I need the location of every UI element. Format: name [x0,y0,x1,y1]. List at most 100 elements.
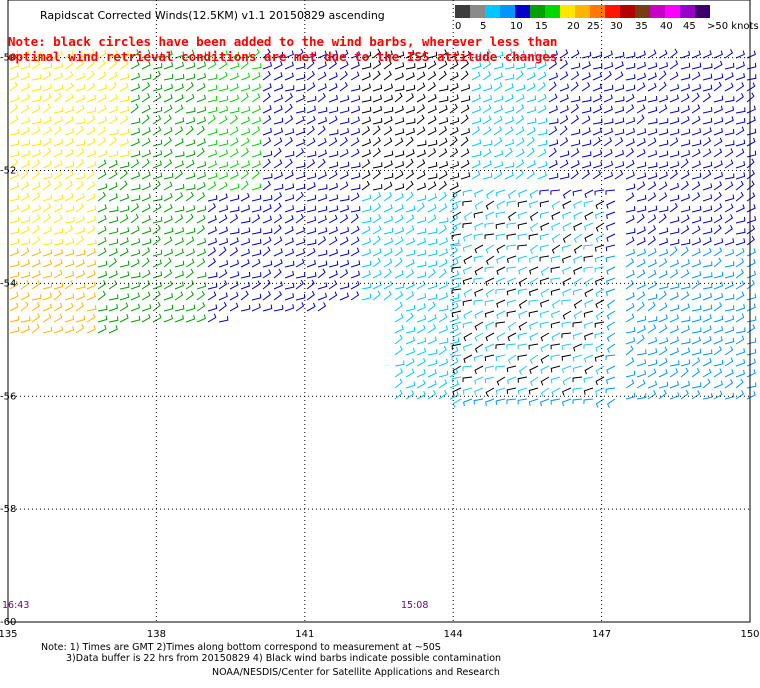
wind-barb [702,358,712,367]
wind-barb [262,115,272,125]
wind-barb [746,358,756,367]
wind-barb [713,336,723,345]
wind-barb [548,126,558,136]
wind-barb [438,60,448,70]
wind-barb [474,332,484,342]
wind-barb [31,323,40,334]
wind-barb [405,170,415,180]
legend-swatch [530,5,545,18]
wind-barb [251,105,261,114]
wind-barb [735,216,746,224]
wind-barb [64,60,74,70]
wind-barb [452,365,462,375]
wind-barb [207,226,217,235]
wind-barb [42,172,53,180]
wind-barb [658,94,669,103]
wind-barb [251,239,262,246]
wind-barb [20,62,31,70]
lat-tick-label: -56 [0,391,16,402]
wind-barb [295,172,306,180]
wind-barb [64,238,75,246]
wind-barb [680,338,691,345]
wind-barb [493,161,504,169]
wind-barb [713,238,724,246]
wind-barb [702,349,713,356]
wind-barb [724,128,735,136]
wind-barb [174,138,184,147]
wind-barb [108,182,118,191]
wind-barb [669,304,680,312]
legend-swatch [605,5,620,18]
wind-barb [9,248,19,257]
wind-barb [427,249,438,257]
wind-barb [548,60,558,70]
wind-barb [625,84,636,92]
wind-barb [152,313,162,323]
wind-barb [339,195,350,202]
wind-barb [350,127,361,136]
wind-barb [515,104,525,114]
wind-barb [174,169,183,180]
wind-barb [449,161,460,169]
wind-barb [559,94,569,103]
lat-tick-label: -50 [0,53,16,64]
wind-barb [317,61,327,70]
wind-barb [746,324,756,334]
wind-barb [548,72,558,81]
wind-barb [485,387,495,397]
wind-barb [218,95,229,103]
wind-barb [606,277,616,286]
wind-barb [540,288,550,298]
wind-barb [174,314,184,323]
wind-barb [504,162,515,169]
wind-barb [119,205,130,213]
wind-barb [451,343,462,350]
wind-barb [9,194,20,202]
wind-barb [108,193,118,202]
lon-tick-label: 150 [740,629,759,640]
wind-barb [273,290,282,301]
wind-barb [562,189,572,199]
wind-barb [680,150,691,158]
wind-barb [416,315,427,323]
wind-barb [540,222,550,231]
wind-barb [394,51,405,59]
wind-barb [669,380,679,389]
wind-barb [9,115,19,125]
wind-barb [592,170,602,180]
wind-barb [317,184,328,191]
wind-barb [339,127,350,136]
wind-barb [462,299,473,306]
wind-barb [504,63,515,70]
wind-barb [42,126,52,136]
wind-barb [20,301,29,312]
footer-note-line-1: Note: 1) Times are GMT 2)Times along bot… [41,642,441,653]
wind-barb [518,189,528,198]
wind-barb [572,288,583,296]
wind-barb [474,376,484,385]
wind-barb [735,117,746,125]
wind-barb [64,128,75,136]
wind-barb [416,82,426,92]
wind-barb [625,52,636,59]
wind-barb [713,148,723,158]
wind-barb [218,128,229,136]
wind-barb [680,50,691,59]
wind-barb [119,271,130,279]
wind-barb [669,314,679,323]
wind-barb [427,105,437,114]
wind-barb [482,160,492,169]
wind-barb [562,365,572,374]
wind-barb [416,170,426,180]
wind-barb [625,192,635,202]
wind-barb [636,226,646,235]
wind-barb [540,398,550,407]
wind-barb [506,387,517,394]
wind-barb [405,304,416,312]
wind-barb [606,266,616,275]
wind-barb [383,227,394,235]
wind-barb [449,191,458,202]
wind-barb [573,211,583,220]
wind-barbs [9,48,757,408]
wind-barb [350,162,361,169]
